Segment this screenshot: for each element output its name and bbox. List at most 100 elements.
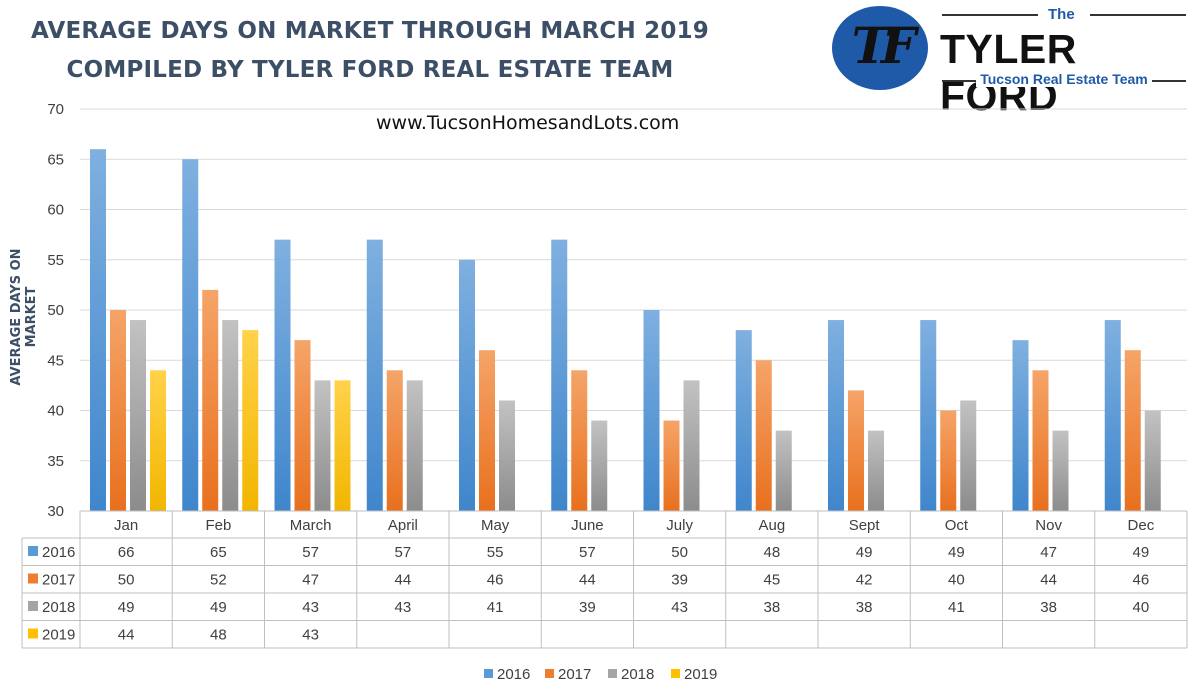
legend: 2016 2017 2018 2019 bbox=[484, 666, 717, 683]
data-label: 50 bbox=[671, 544, 688, 561]
bar-2017-aug bbox=[755, 360, 772, 511]
y-tick-label: 70 bbox=[47, 101, 64, 118]
bar-2017-july bbox=[663, 420, 680, 511]
data-label: 43 bbox=[302, 627, 319, 644]
data-label: 47 bbox=[1040, 544, 1057, 561]
data-label: 38 bbox=[1040, 599, 1057, 616]
table-row-label: 2016 bbox=[42, 544, 75, 561]
bar-2016-april bbox=[366, 239, 383, 511]
bar-2018-jan bbox=[130, 320, 146, 511]
data-label: 57 bbox=[302, 544, 319, 561]
data-label: 46 bbox=[1133, 572, 1150, 589]
data-label: 47 bbox=[302, 572, 319, 589]
data-label: 43 bbox=[671, 599, 688, 616]
legend-key-2018 bbox=[608, 669, 617, 678]
data-label: 52 bbox=[210, 572, 227, 589]
legend-key-2019 bbox=[671, 669, 680, 678]
bar-2019-jan bbox=[150, 370, 166, 511]
x-tick-label: Jan bbox=[114, 517, 138, 534]
bar-2018-april bbox=[406, 380, 423, 511]
bar-2017-feb bbox=[202, 289, 219, 511]
chart-title-line-2: COMPILED BY TYLER FORD REAL ESTATE TEAM bbox=[66, 57, 674, 83]
legend-label: 2019 bbox=[684, 666, 717, 683]
bar-2016-oct bbox=[920, 320, 937, 511]
data-label: 49 bbox=[856, 544, 873, 561]
data-label: 48 bbox=[210, 627, 227, 644]
data-label: 57 bbox=[579, 544, 596, 561]
data-label: 43 bbox=[395, 599, 412, 616]
data-label: 48 bbox=[764, 544, 781, 561]
table-legend-key-2016 bbox=[28, 546, 38, 556]
bar-2016-dec bbox=[1104, 320, 1121, 511]
x-tick-label: Aug bbox=[759, 517, 786, 534]
bar-2019-march bbox=[334, 380, 351, 511]
chart-title-line-1: AVERAGE DAYS ON MARKET THROUGH MARCH 201… bbox=[31, 18, 709, 44]
data-label: 66 bbox=[118, 544, 135, 561]
data-label: 49 bbox=[1133, 544, 1150, 561]
data-label: 44 bbox=[118, 627, 135, 644]
y-tick-labels: 30 35 40 45 50 55 60 65 70 bbox=[47, 101, 64, 520]
x-tick-label: May bbox=[481, 517, 510, 534]
bar-2016-may bbox=[459, 259, 475, 511]
x-tick-label: Oct bbox=[945, 517, 969, 534]
data-label: 40 bbox=[1133, 599, 1150, 616]
bar-2016-nov bbox=[1012, 340, 1029, 511]
bar-2018-june bbox=[591, 420, 608, 511]
bar-2018-march bbox=[314, 380, 331, 511]
data-label: 38 bbox=[856, 599, 873, 616]
bar-2018-oct bbox=[960, 400, 977, 511]
data-label: 41 bbox=[487, 599, 504, 616]
legend-key-2017 bbox=[545, 669, 554, 678]
data-label: 42 bbox=[856, 572, 873, 589]
logo-tagline: Tucson Real Estate Team bbox=[976, 71, 1152, 87]
data-label: 40 bbox=[948, 572, 965, 589]
data-label: 44 bbox=[1040, 572, 1057, 589]
logo-rule-left bbox=[942, 14, 1038, 16]
bar-2018-may bbox=[499, 400, 515, 511]
data-label: 41 bbox=[948, 599, 965, 616]
bar-2016-feb bbox=[182, 159, 199, 511]
bar-2018-nov bbox=[1052, 430, 1069, 511]
bar-2017-sept bbox=[848, 390, 864, 511]
y-tick-label: 35 bbox=[47, 453, 64, 470]
y-tick-label: 65 bbox=[47, 151, 64, 168]
bar-2018-sept bbox=[868, 430, 884, 511]
tyler-ford-logo: TF The TYLER FORD Tucson Real Estate Tea… bbox=[828, 4, 1190, 119]
bars bbox=[90, 149, 1161, 511]
x-tick-label: July bbox=[666, 517, 693, 534]
x-tick-label: Nov bbox=[1035, 517, 1062, 534]
gridlines bbox=[80, 108, 1187, 462]
x-tick-label: June bbox=[571, 517, 604, 534]
y-tick-label: 30 bbox=[47, 503, 64, 520]
data-label: 50 bbox=[118, 572, 135, 589]
y-tick-label: 60 bbox=[47, 202, 64, 219]
table-row-label: 2019 bbox=[42, 627, 75, 644]
bar-2017-march bbox=[294, 340, 311, 511]
y-axis-label: AVERAGE DAYS ON MARKET bbox=[9, 248, 39, 386]
logo-the-text: The bbox=[1048, 6, 1075, 23]
legend-label: 2016 bbox=[497, 666, 530, 683]
data-label: 44 bbox=[579, 572, 596, 589]
data-label: 49 bbox=[948, 544, 965, 561]
data-label: 55 bbox=[487, 544, 504, 561]
bar-2018-dec bbox=[1144, 410, 1161, 511]
logo-monogram: TF bbox=[851, 16, 917, 75]
data-label: 43 bbox=[302, 599, 319, 616]
data-label: 65 bbox=[210, 544, 227, 561]
data-label: 44 bbox=[395, 572, 412, 589]
bar-2016-march bbox=[274, 239, 291, 511]
bar-2017-nov bbox=[1032, 370, 1049, 511]
data-label: 38 bbox=[764, 599, 781, 616]
bar-2017-may bbox=[479, 350, 495, 511]
y-tick-label: 50 bbox=[47, 302, 64, 319]
bar-2016-aug bbox=[735, 330, 752, 511]
bar-2017-oct bbox=[940, 410, 957, 511]
y-tick-label: 45 bbox=[47, 352, 64, 369]
data-label: 45 bbox=[764, 572, 781, 589]
x-tick-label: March bbox=[290, 517, 332, 534]
logo-tagline-wrap: Tucson Real Estate Team bbox=[942, 71, 1186, 87]
logo-rule-right bbox=[1090, 14, 1186, 16]
bar-2016-sept bbox=[828, 320, 844, 511]
bar-2017-june bbox=[571, 370, 588, 511]
